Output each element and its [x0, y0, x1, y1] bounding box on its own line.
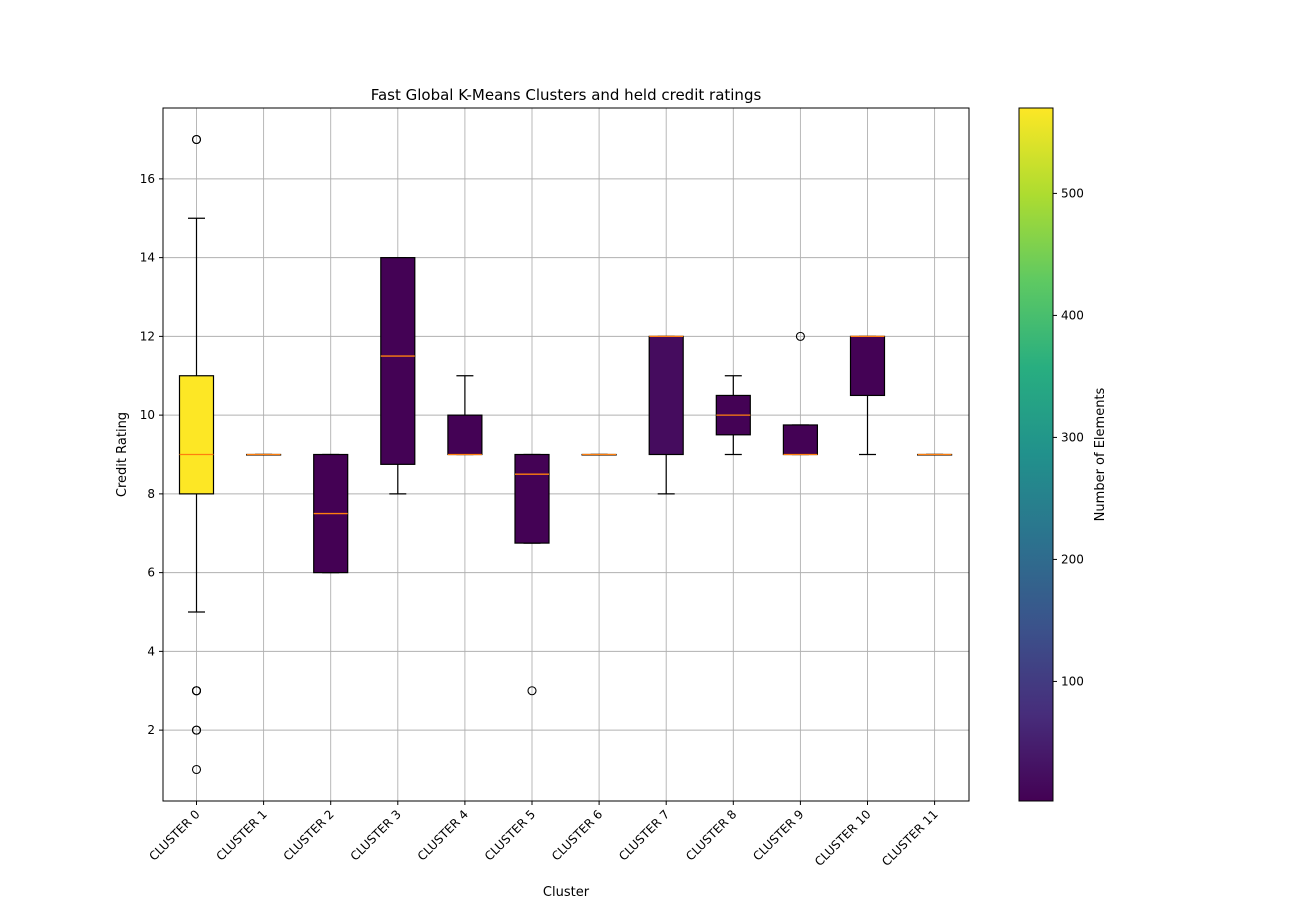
colorbar-tick-label: 400 [1061, 308, 1084, 322]
colorbar-label: Number of Elements [1093, 387, 1108, 521]
y-tick-label: 10 [140, 408, 155, 422]
box-series [178, 134, 953, 775]
colorbar-tick-label: 300 [1061, 430, 1084, 444]
y-tick-label: 16 [140, 172, 155, 186]
box-body [782, 424, 819, 456]
box-1 [246, 453, 282, 456]
box-4 [447, 375, 483, 456]
colorbar-tick-label: 200 [1061, 552, 1084, 566]
y-tick-label: 6 [147, 566, 155, 580]
outlier-point [191, 725, 202, 735]
box-10 [849, 335, 886, 456]
y-axis-ticks: 2 4 6 8 10 12 14 16 [140, 172, 163, 737]
outlier-point [191, 686, 202, 696]
x-tick-label: CLUSTER 0 [146, 807, 202, 863]
box-body [178, 375, 215, 495]
box-0 [178, 134, 215, 775]
x-axis-label: Cluster [543, 885, 590, 900]
colorbar-tick-label: 100 [1061, 674, 1084, 688]
box-3 [380, 257, 416, 495]
y-tick-label: 4 [147, 644, 155, 658]
box-9 [782, 331, 819, 456]
x-tick-label: CLUSTER 10 [812, 807, 874, 869]
outlier-point [795, 331, 805, 341]
box-body [380, 257, 416, 465]
grid-lines [163, 108, 969, 801]
chart-title: Fast Global K-Means Clusters and held cr… [371, 86, 762, 104]
x-tick-label: CLUSTER 8 [683, 807, 739, 863]
y-tick-label: 8 [147, 487, 155, 501]
outlier-point [191, 764, 202, 775]
x-tick-label: CLUSTER 7 [616, 807, 672, 863]
x-tick-label: CLUSTER 9 [750, 807, 806, 863]
x-tick-label: CLUSTER 4 [415, 807, 471, 863]
colorbar-tick-label: 500 [1061, 186, 1084, 200]
x-tick-label: CLUSTER 11 [879, 807, 941, 869]
box-5 [514, 453, 550, 696]
colorbar [1018, 107, 1054, 802]
x-tick-label: CLUSTER 5 [482, 807, 538, 863]
box-body [447, 414, 483, 456]
x-tick-label: CLUSTER 1 [213, 807, 269, 863]
y-tick-label: 12 [140, 329, 155, 343]
box-body [849, 335, 886, 397]
outlier-point [527, 686, 537, 696]
colorbar-ticks: 100 200 300 400 500 [1053, 186, 1084, 688]
box-7 [648, 335, 684, 495]
outlier-point [191, 134, 202, 145]
box-body [514, 453, 550, 544]
box-8 [715, 375, 751, 456]
box-body [648, 335, 684, 456]
y-tick-label: 2 [147, 723, 155, 737]
box-2 [313, 453, 349, 574]
x-axis-ticks: CLUSTER 0 CLUSTER 1 CLUSTER 2 CLUSTER 3 CLUS… [146, 801, 941, 869]
x-tick-label: CLUSTER 2 [281, 807, 337, 863]
box-6 [581, 453, 617, 456]
plot-frame [162, 107, 970, 802]
box-11 [916, 453, 953, 456]
x-tick-label: CLUSTER 3 [348, 807, 404, 863]
y-tick-label: 14 [140, 251, 155, 265]
y-axis-label: Credit Rating [115, 412, 130, 497]
x-tick-label: CLUSTER 6 [549, 807, 605, 863]
